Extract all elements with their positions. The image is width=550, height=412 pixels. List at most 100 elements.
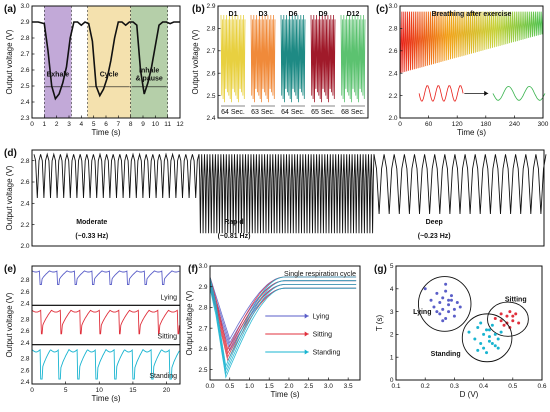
point-lying [449,298,453,302]
y-tick-label: 2.8 [206,26,215,33]
plot-frame [209,265,361,381]
point-lying [438,312,442,316]
y-axis-label: Output voltage (V) [5,292,14,357]
panel-e: Lying 2.4 2.6 2.8 Sitting 2.4 2.6 2.8 Standing 2.… [4,264,181,403]
y-tick-label: 2.2 [388,93,397,100]
x-tick-label: 0 [30,121,34,128]
plot-frame [217,5,369,119]
x-axis-label: Time (s) [457,128,486,137]
point-lying [438,300,442,304]
point-sitting [511,314,515,318]
point-lying [452,314,456,318]
point-sitting [508,310,512,314]
x-axis-label: Time (s) [270,390,299,399]
point-standing [476,348,480,352]
panel-label: (c) [376,4,388,15]
x-tick-label: 0.5 [508,383,517,390]
series-label: Standing [149,373,177,380]
point-sitting [499,319,503,323]
group-label: D9 [319,11,328,18]
point-lying [444,289,448,293]
series-line-0 [31,270,180,285]
y-tick-label: 2.0 [20,243,29,250]
y-tick-label: 2.8 [20,356,29,363]
x-tick-label: 0.1 [391,383,400,390]
point-lying [423,287,427,291]
series-label: Lying [161,294,178,301]
point-standing [485,328,489,332]
plot-frame [399,5,544,119]
point-lying [435,310,439,314]
point-lying [441,319,445,323]
x-tick-label: 8 [129,121,133,128]
x-tick-label: 3 [67,121,71,128]
point-standing [487,328,491,332]
y-tick-label: 2.6 [388,48,397,55]
point-standing [476,326,480,330]
plot-frame [395,265,543,381]
cycle-trace [209,280,357,372]
group-duration: 68 Sec. [341,109,365,116]
point-lying [444,316,448,320]
y-tick-label: 2 [390,332,394,339]
cluster-ellipse [461,313,513,363]
cluster-label: Sitting [505,296,527,303]
panel-label: (e) [4,264,16,275]
x-tick-label: 2 [55,121,59,128]
inset-slow-wave [492,85,546,101]
y-tick-label: 2.2 [20,222,29,229]
point-standing [485,351,489,355]
group-signal-3 [310,14,336,103]
point-sitting [517,321,521,325]
y-tick-label: 2.3 [20,115,29,122]
y-tick-label: 2.4 [20,201,29,208]
legend-arrowhead [304,331,309,337]
point-standing [479,342,483,346]
point-lying [449,294,453,298]
point-standing [490,323,494,327]
cycle-trace [209,276,357,341]
cluster-label: Lying [413,309,431,316]
y-tick-label: 4 [390,286,394,293]
y-tick-label: 0 [390,377,394,384]
group-duration: 65 Sec. [311,109,335,116]
y-tick-label: 2.8 [20,277,29,284]
segment-rate: (~0.81 Hz) [218,233,251,240]
point-lying [452,307,456,311]
y-tick-label: 2.8 [388,26,397,33]
x-tick-label: 0.5 [225,383,234,390]
panel-b: D1 64 Sec. D3 63 Sec. D6 64 Sec. D9 65 Sec. D12 6… [191,3,369,122]
point-sitting [511,319,515,323]
y-tick-label: 2.8 [20,158,29,165]
x-tick-label: 3.0 [324,383,333,390]
y-tick-label: 2.8 [20,35,29,42]
legend-label: Standing [313,350,341,357]
point-standing [496,346,500,350]
panel-c: Breathing after exercise 0 60 120 180 240 300 2… [376,3,549,137]
x-tick-label: 12 [176,121,184,128]
x-tick-label: 9 [141,121,145,128]
inset-fast-wave [418,85,464,102]
x-tick-label: 4 [80,121,84,128]
y-tick-label: 2.4 [20,340,29,347]
point-sitting [499,312,503,316]
x-tick-label: 120 [452,121,463,128]
legend-label: Lying [313,314,330,321]
group-signal-2 [280,14,306,103]
x-tick-label: 2.5 [304,383,313,390]
y-tick-label: 3.0 [20,3,29,10]
segment-label: Deep [426,219,443,226]
x-axis-label: D (V) [460,390,479,399]
point-standing [490,342,494,346]
group-label: D6 [289,11,298,18]
y-axis-label: Output voltage (V) [191,29,200,94]
y-tick-label: 2.5 [198,367,207,374]
panel-label: (d) [4,148,17,159]
point-standing [479,321,483,325]
group-duration: 63 Sec. [251,109,275,116]
y-axis-label: Output voltage (V) [5,29,14,94]
point-lying [435,291,439,295]
group-duration: 64 Sec. [221,109,245,116]
